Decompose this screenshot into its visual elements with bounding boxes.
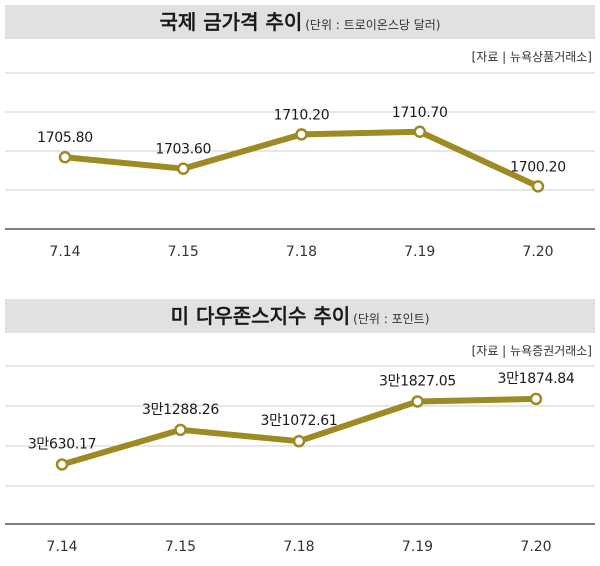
gold-chart-title-bar: 국제 금가격 추이 (단위 : 트로이온스당 달러) — [5, 5, 595, 39]
dow-chart-title-bar: 미 다우존스지수 추이 (단위 : 포인트) — [5, 299, 595, 333]
dow-x-tick-label: 7.20 — [520, 539, 551, 555]
gold-data-label: 1710.70 — [392, 105, 448, 121]
gold-x-tick-label: 7.14 — [49, 244, 80, 260]
gold-data-label: 1710.20 — [274, 107, 330, 123]
dow-index-chart: 미 다우존스지수 추이 (단위 : 포인트) [자료 | 뉴욕증권거래소] 3만6… — [0, 294, 600, 566]
gold-data-point — [531, 180, 545, 193]
dow-chart-source: [자료 | 뉴욕증권거래소] — [471, 344, 592, 358]
dow-chart-unit: (단위 : 포인트) — [353, 312, 430, 326]
dow-data-point — [529, 392, 543, 406]
gold-price-chart: 국제 금가격 추이 (단위 : 트로이온스당 달러) [자료 | 뉴욕상품거래소]… — [5, 5, 595, 260]
dow-data-point — [174, 423, 187, 437]
dow-data-label: 3만1874.84 — [498, 371, 575, 387]
gold-data-label: 1700.20 — [510, 159, 566, 175]
dow-data-point — [55, 458, 69, 471]
gold-data-label: 1705.80 — [37, 130, 93, 146]
dow-data-label: 3만630.17 — [28, 436, 96, 452]
dow-x-tick-label: 7.18 — [283, 539, 314, 555]
gold-data-point — [413, 125, 426, 139]
dow-data-label: 3만1288.26 — [142, 402, 219, 418]
dow-series-line — [59, 395, 539, 468]
gold-data-point — [58, 150, 72, 164]
gold-data-label: 1703.60 — [155, 142, 211, 158]
dow-data-label: 3만1072.61 — [261, 413, 338, 429]
dow-data-point — [411, 395, 424, 408]
dow-data-label: 3만1827.05 — [379, 373, 456, 389]
dow-x-tick-label: 7.14 — [46, 539, 77, 555]
gold-x-tick-label: 7.20 — [522, 244, 553, 260]
gold-x-tick-label: 7.19 — [404, 244, 435, 260]
gold-data-point — [177, 162, 190, 175]
dow-chart-title: 미 다우존스지수 추이 — [170, 304, 351, 328]
gold-x-tick-label: 7.18 — [286, 244, 317, 260]
dow-chart-plot: 3만630.17 7.14 3만1288.26 7.15 3만1072.61 7.18 3만… — [5, 365, 595, 555]
dow-data-point — [292, 434, 306, 448]
gold-chart-source: [자료 | 뉴욕상품거래소] — [471, 50, 592, 64]
dow-x-tick-label: 7.19 — [402, 539, 433, 555]
gold-data-point — [295, 128, 308, 141]
gold-chart-title: 국제 금가격 추이 — [159, 10, 303, 34]
gold-chart-plot: 1705.80 7.14 1703.60 7.15 1710.20 7.18 1710.70… — [5, 72, 595, 260]
gold-x-tick-label: 7.15 — [168, 244, 199, 260]
dow-x-tick-label: 7.15 — [165, 539, 196, 555]
gold-chart-unit: (단위 : 트로이온스당 달러) — [305, 18, 441, 32]
